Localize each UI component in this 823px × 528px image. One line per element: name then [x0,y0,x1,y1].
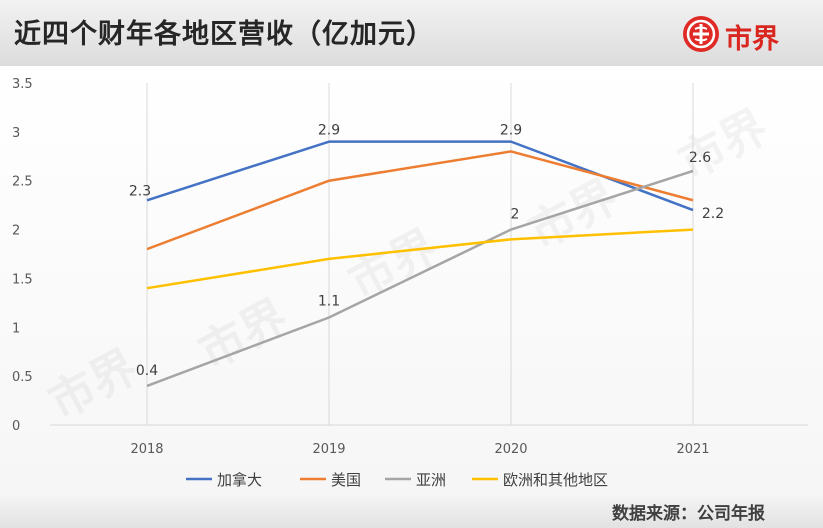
watermark-text: 市界 [520,169,627,260]
brand-logo-text: 市界 [725,24,779,55]
y-tick-label: 1.5 [12,272,33,287]
watermark-text: 市界 [190,289,297,380]
y-tick-label: 2 [12,224,20,239]
data-label: 2.9 [500,123,522,139]
watermark-text: 市界 [40,339,147,430]
title-bar: 近四个财年各地区营收（亿加元） 市界 [0,0,823,66]
watermark-text: 市界 [340,219,447,310]
legend-label: 欧洲和其他地区 [503,471,608,489]
series-line [146,169,694,388]
data-label: 2 [511,207,520,223]
legend-label: 美国 [331,471,361,489]
y-tick-label: 0.5 [12,370,33,385]
y-tick-label: 1 [12,321,20,336]
series-line [146,228,694,290]
legend-label: 加拿大 [217,471,262,489]
data-label: 2.2 [702,206,724,222]
y-tick-label: 3 [12,126,20,141]
watermark-text: 市界 [670,99,777,190]
brand-logo-icon [683,16,719,52]
source-note: 数据来源：公司年报 [612,504,765,524]
plot-background [0,66,823,496]
data-label: 2.9 [318,123,340,139]
x-tick-label: 2019 [312,442,345,457]
y-tick-label: 0 [12,419,20,434]
data-label: 2.3 [129,183,151,199]
series-line [146,150,694,251]
data-label: 2.6 [689,150,711,166]
x-tick-label: 2018 [130,442,163,457]
data-label: 1.1 [318,294,340,310]
x-tick-label: 2020 [494,442,527,457]
chart-title: 近四个财年各地区营收（亿加元） [14,19,434,50]
footer-bar [0,496,823,528]
y-tick-label: 3.5 [12,77,33,92]
x-tick-label: 2021 [676,442,709,457]
legend-label: 亚洲 [416,471,446,489]
data-label: 0.4 [136,363,158,379]
y-tick-label: 2.5 [12,175,33,190]
